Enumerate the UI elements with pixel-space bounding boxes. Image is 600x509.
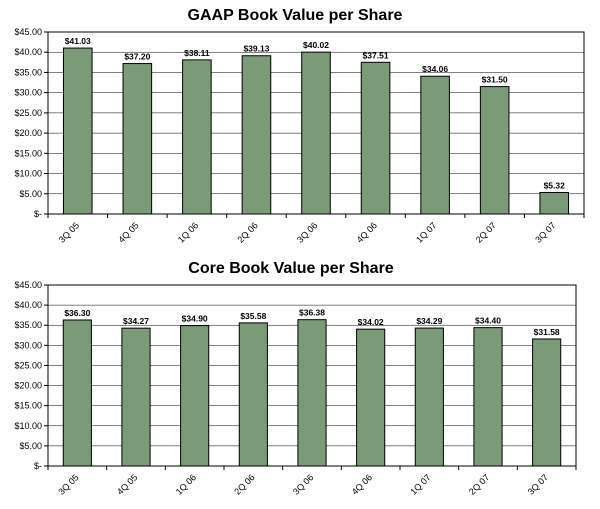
gaap-y-tick-label: $20.00 — [14, 128, 42, 138]
gaap-x-tick-label: 3Q 06 — [295, 220, 319, 244]
core-data-label: $34.40 — [475, 316, 501, 326]
core-x-tick-label: 2Q 07 — [467, 472, 491, 496]
gaap-y-tick-label: $15.00 — [14, 148, 42, 158]
core-bar — [121, 327, 151, 467]
core-data-label: $36.38 — [299, 308, 325, 318]
core-y-tick-label: $35.00 — [14, 320, 42, 330]
gaap-x-tick-label: 3Q 05 — [57, 220, 81, 244]
core-bar — [473, 327, 503, 467]
core-data-label: $34.90 — [182, 314, 208, 324]
core-bar — [532, 338, 562, 467]
core-data-label: $34.27 — [123, 316, 149, 326]
core-x-tick-label: 1Q 07 — [408, 472, 432, 496]
core-y-tick-label: $15.00 — [14, 401, 42, 411]
core-x-tick-label: 4Q 06 — [350, 472, 374, 496]
core-x-tick-label: 4Q 05 — [115, 472, 139, 496]
gaap-data-label: $37.20 — [124, 52, 150, 62]
gaap-chart-title: GAAP Book Value per Share — [188, 7, 403, 24]
core-data-label: $34.29 — [416, 316, 442, 326]
gaap-bar — [241, 55, 272, 215]
core-x-tick-label: 1Q 06 — [174, 472, 198, 496]
gaap-bar — [479, 86, 510, 215]
core-y-tick-label: $5.00 — [19, 441, 42, 451]
core-data-label: $31.58 — [534, 327, 560, 337]
gaap-data-label: $37.51 — [363, 50, 389, 60]
gaap-y-tick-label: $5.00 — [19, 189, 42, 199]
gaap-x-tick-label: 4Q 06 — [355, 220, 379, 244]
gaap-y-tick-label: $10.00 — [14, 169, 42, 179]
gaap-bar — [420, 75, 450, 215]
core-bar — [297, 319, 327, 467]
core-bar — [238, 322, 268, 467]
gaap-data-label: $40.02 — [303, 40, 329, 50]
core-bar — [414, 327, 444, 467]
gaap-y-tick-label: $- — [34, 209, 42, 219]
gaap-x-tick-label: 4Q 05 — [116, 220, 140, 244]
core-data-label: $34.02 — [358, 317, 384, 327]
core-y-tick-label: $- — [34, 461, 42, 471]
core-y-tick-label: $25.00 — [14, 360, 42, 370]
core-bar — [356, 328, 386, 467]
gaap-bar — [122, 63, 153, 215]
gaap-bar — [182, 59, 212, 215]
core-x-tick-label: 3Q 07 — [526, 472, 550, 496]
gaap-data-label: $38.11 — [184, 48, 210, 58]
gaap-x-tick-label: 1Q 06 — [176, 220, 200, 244]
core-x-tick-label: 3Q 05 — [56, 472, 80, 496]
core-y-tick-label: $40.00 — [14, 300, 42, 310]
gaap-y-tick-label: $25.00 — [14, 108, 42, 118]
core-y-tick-label: $30.00 — [14, 340, 42, 350]
core-data-label: $35.58 — [240, 311, 266, 321]
gaap-x-tick-label: 3Q 07 — [533, 220, 557, 244]
gaap-x-tick-label: 1Q 07 — [414, 220, 438, 244]
core-y-tick-label: $10.00 — [14, 421, 42, 431]
gaap-bar — [539, 191, 570, 215]
gaap-bar — [360, 61, 391, 215]
gaap-y-tick-label: $40.00 — [14, 47, 42, 57]
gaap-bar — [301, 51, 331, 215]
core-bar — [62, 319, 92, 467]
core-chart-title: Core Book Value per Share — [188, 260, 394, 277]
gaap-data-label: $41.03 — [65, 36, 91, 46]
gaap-x-tick-label: 2Q 06 — [235, 220, 259, 244]
core-y-tick-label: $20.00 — [14, 381, 42, 391]
core-x-tick-label: 3Q 06 — [291, 472, 315, 496]
gaap-data-label: $31.50 — [482, 75, 508, 85]
core-data-label: $36.30 — [64, 308, 90, 318]
gaap-bar — [62, 47, 93, 215]
gaap-y-tick-label: $30.00 — [14, 88, 42, 98]
gaap-x-tick-label: 2Q 07 — [474, 220, 498, 244]
gaap-data-label: $39.13 — [243, 44, 269, 54]
core-bar — [180, 325, 210, 467]
gaap-data-label: $34.06 — [422, 64, 448, 74]
core-y-tick-label: $45.00 — [14, 280, 42, 290]
gaap-y-tick-label: $35.00 — [14, 67, 42, 77]
gaap-y-tick-label: $45.00 — [14, 27, 42, 37]
gaap-data-label: $5.32 — [544, 180, 566, 190]
core-x-tick-label: 2Q 06 — [232, 472, 256, 496]
